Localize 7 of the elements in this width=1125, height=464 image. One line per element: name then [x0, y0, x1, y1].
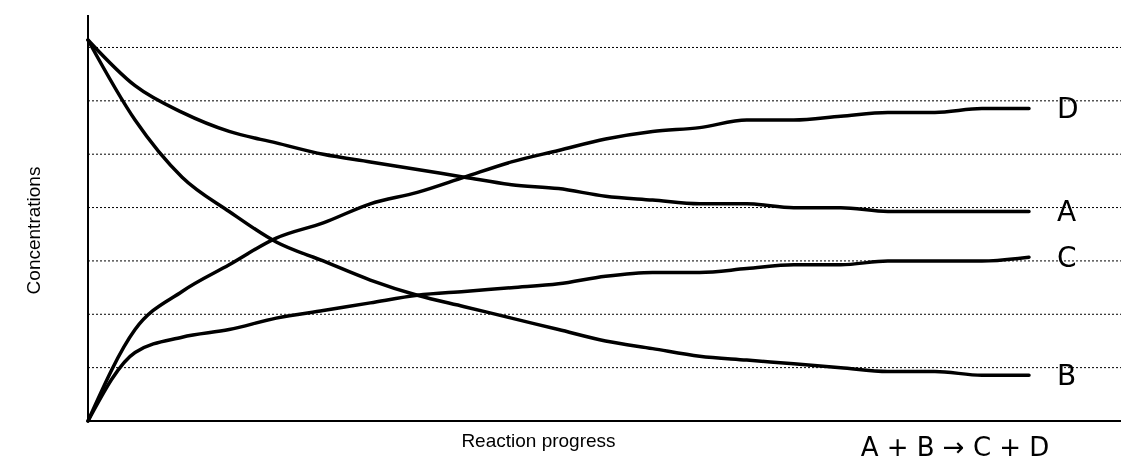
- series-label: C: [1057, 240, 1077, 274]
- series-label: A: [1057, 195, 1077, 229]
- y-axis-title: Concentrations: [23, 166, 44, 295]
- x-axis-title: Reaction progress: [461, 430, 616, 451]
- series-label: B: [1057, 359, 1077, 393]
- series-label: D: [1057, 92, 1079, 126]
- text: A + B → C + D: [860, 432, 1050, 462]
